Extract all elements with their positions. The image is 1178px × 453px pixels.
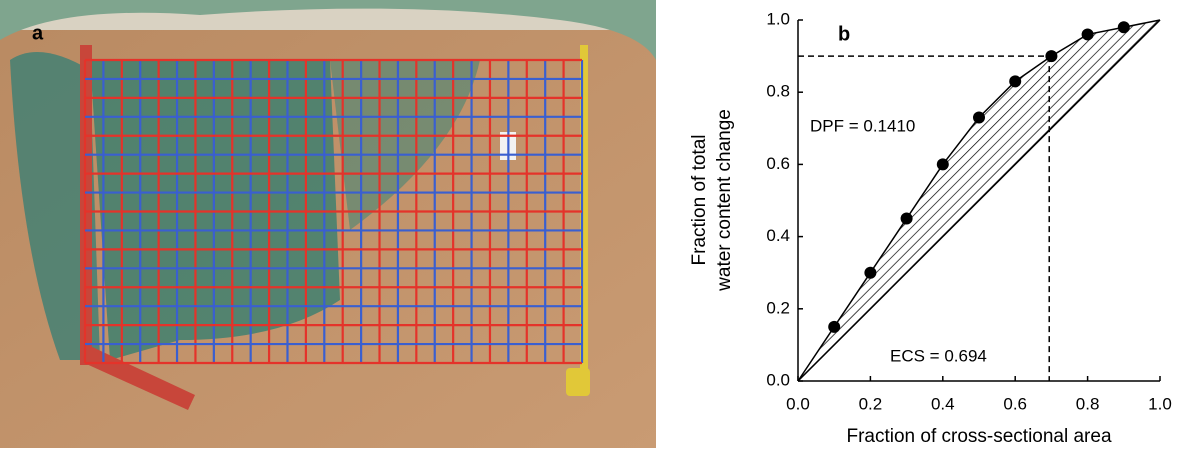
x-tick-label: 0.6 xyxy=(1003,394,1027,413)
point xyxy=(973,111,985,123)
soil-photo: a xyxy=(0,0,656,448)
y-tick-label: 0.0 xyxy=(766,370,790,389)
point xyxy=(937,158,949,170)
tape-case xyxy=(566,368,590,396)
point xyxy=(1009,75,1021,87)
panel-label: b xyxy=(838,23,850,45)
x-tick-label: 0.2 xyxy=(859,394,883,413)
annotation: ECS = 0.694 xyxy=(890,346,987,365)
diagonal xyxy=(798,20,1160,381)
point xyxy=(1082,28,1094,40)
y-axis-label: Fraction of total xyxy=(689,135,710,266)
point xyxy=(828,321,840,333)
y-tick-label: 0.6 xyxy=(766,154,790,173)
y-tick-label: 0.2 xyxy=(766,298,790,317)
point xyxy=(901,213,913,225)
y-tick-label: 0.8 xyxy=(766,82,790,101)
x-tick-label: 0.0 xyxy=(786,394,810,413)
chart: b Fraction of cross-sectional area Fract… xyxy=(689,9,1172,447)
x-axis-label: Fraction of cross-sectional area xyxy=(846,426,1111,447)
point xyxy=(1118,21,1130,33)
point xyxy=(864,267,876,279)
point xyxy=(1045,50,1057,62)
y-tick-label: 0.4 xyxy=(766,226,790,245)
y-tick-label: 1.0 xyxy=(766,9,790,28)
y-axis-label: water content change xyxy=(714,109,735,292)
x-tick-label: 1.0 xyxy=(1148,394,1172,413)
stain xyxy=(90,60,340,360)
figure: a b Fraction of cross-sectional area Fra… xyxy=(0,0,1178,448)
panel-label: a xyxy=(32,22,44,44)
x-tick-label: 0.8 xyxy=(1076,394,1100,413)
annotation: DPF = 0.1410 xyxy=(810,116,915,135)
x-tick-label: 0.4 xyxy=(931,394,955,413)
page: a b Fraction of cross-sectional area Fra… xyxy=(0,0,1178,453)
